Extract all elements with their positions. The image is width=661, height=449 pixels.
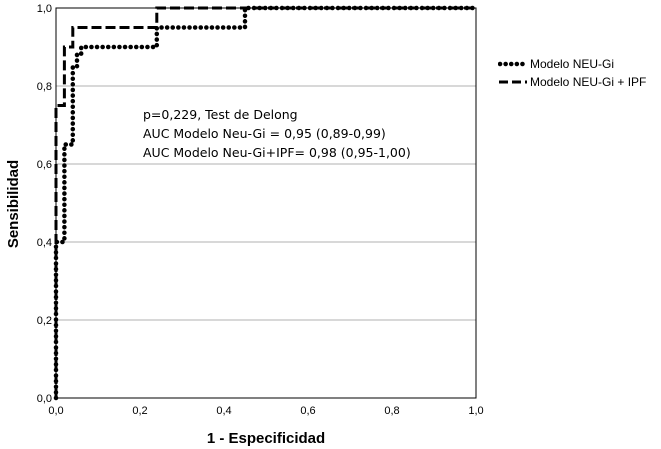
grid-lines [56, 7, 476, 321]
legend-swatch-dotted [498, 61, 528, 67]
axes [55, 7, 477, 399]
x-tick-label: 0,6 [300, 405, 315, 417]
x-tick-label: 0,0 [48, 405, 63, 417]
y-tick-label: 0,2 [37, 315, 52, 327]
legend-swatch-dashed [499, 80, 527, 84]
x-tick-label: 0,2 [132, 405, 147, 417]
y-tick-label: 0,8 [37, 81, 52, 93]
annotation-line: AUC Modelo Neu-Gi = 0,95 (0,89-0,99) [143, 126, 386, 141]
x-tick-label: 0,8 [384, 405, 399, 417]
legend-item: Modelo NEU-Gi + IPF [498, 73, 646, 91]
plot-frame [55, 7, 477, 399]
y-tick-label: 0,4 [37, 237, 52, 249]
series-line-dotted [53, 5, 479, 401]
y-tick-label: 0,6 [37, 159, 52, 171]
legend-item: Modelo NEU-Gi [498, 55, 646, 73]
tick-labels: 0,0 0,2 0,4 0,6 0,8 1,0 0,0 0,2 0,4 0,6 0,8 1,0 [37, 3, 484, 417]
legend-label: Modelo NEU-Gi [530, 57, 615, 71]
series-lines [53, 5, 479, 401]
series-line-dashed [54, 6, 476, 398]
y-tick-label: 0,0 [37, 393, 52, 405]
annotation-line: p=0,229, Test de Delong [143, 107, 298, 122]
legend: Modelo NEU-Gi Modelo NEU-Gi + IPF [498, 55, 646, 91]
legend-label: Modelo NEU-Gi + IPF [530, 75, 647, 89]
x-tick-label: 1,0 [468, 405, 483, 417]
annotation-line: AUC Modelo Neu-Gi+IPF= 0,98 (0,95-1,00) [143, 145, 411, 160]
x-tick-label: 0,4 [216, 405, 231, 417]
y-axis-label: Sensibilidad [5, 160, 22, 248]
x-axis-label: 1 - Especificidad [207, 430, 325, 447]
statistics-annotation: p=0,229, Test de Delong AUC Modelo Neu-G… [143, 105, 411, 162]
y-tick-label: 1,0 [37, 3, 52, 15]
